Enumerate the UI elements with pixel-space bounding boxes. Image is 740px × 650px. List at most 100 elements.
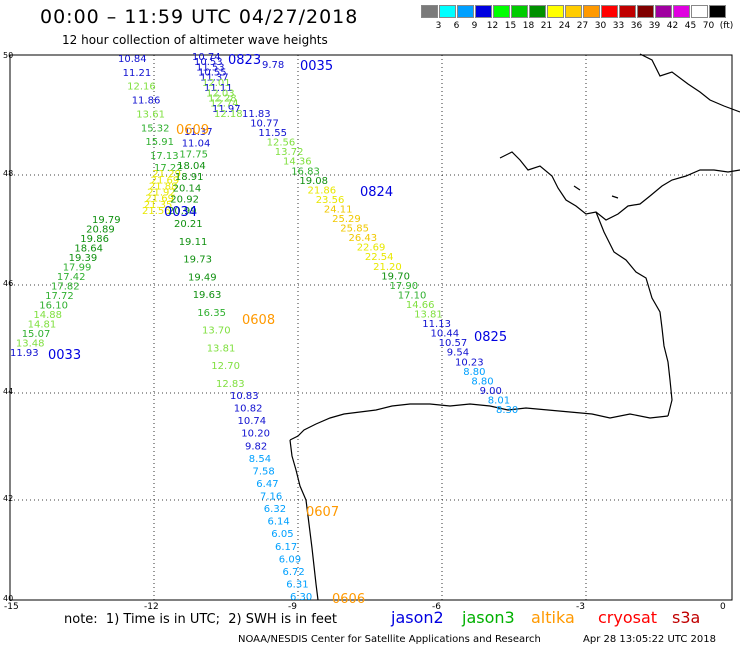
pass-time-label: 0035	[300, 59, 333, 74]
swh-value: 11.37	[184, 127, 213, 138]
swh-value: 7.58	[253, 466, 275, 477]
swh-value: 21.86	[308, 185, 337, 196]
swh-value: 6.72	[283, 567, 305, 578]
coastline	[289, 53, 740, 601]
swh-value: 19.86	[80, 234, 109, 245]
legend-swatch	[457, 5, 474, 18]
swh-value: 12.18	[214, 109, 243, 120]
swh-value: 11.53	[196, 62, 225, 73]
legend-swatch	[655, 5, 672, 18]
swh-value: 11.21	[123, 68, 152, 79]
swh-value: 19.39	[69, 253, 98, 264]
swh-value: 10.55	[198, 68, 227, 79]
legend-label: 30	[594, 21, 607, 31]
swh-value: 10.57	[439, 338, 468, 349]
swh-value: 8.01	[488, 396, 510, 407]
legend-swatch	[565, 5, 582, 18]
swh-value: 7.16	[260, 492, 282, 503]
swh-value: 12.83	[216, 379, 245, 390]
swh-value: 9.78	[262, 60, 284, 71]
lat-tick-label: 40	[3, 594, 14, 603]
swh-value: 12.74	[210, 99, 239, 110]
swh-value: 10.77	[250, 119, 279, 130]
satellite-altika: altika	[531, 608, 575, 627]
pass-time-label: 0034	[164, 205, 197, 220]
pass-time-label: 0607	[306, 505, 339, 520]
swh-value: 11.83	[242, 109, 271, 120]
lon-tick-label: -6	[432, 602, 441, 612]
legend-swatch	[547, 5, 564, 18]
swh-value: 8.80	[471, 376, 493, 387]
coastline-biscay-east	[595, 211, 673, 417]
swh-value: 6.09	[279, 554, 301, 565]
legend-swatch	[421, 5, 438, 18]
swh-value: 13.72	[275, 147, 304, 158]
swh-value: 8.54	[249, 454, 271, 465]
legend-swatch	[601, 5, 618, 18]
credit-line: NOAA/NESDIS Center for Satellite Applica…	[238, 634, 541, 645]
swh-value: 14.81	[28, 320, 57, 331]
swh-value: 6.17	[275, 542, 297, 553]
swh-value: 17.13	[150, 151, 179, 162]
legend-swatch	[511, 5, 528, 18]
swh-value: 21.56	[142, 206, 171, 217]
coastline-england	[639, 53, 740, 113]
swh-value: 13.61	[136, 109, 165, 120]
swh-value: 17.42	[57, 272, 86, 283]
swh-value: 25.29	[332, 214, 361, 225]
swh-value: 17.90	[390, 281, 419, 292]
swh-value: 13.70	[202, 326, 231, 337]
swh-value: 18.91	[175, 172, 204, 183]
legend-label: 3	[435, 21, 442, 31]
swh-value: 15.07	[22, 329, 51, 340]
swh-value: 21.35	[144, 200, 173, 211]
swh-value: 13.81	[207, 343, 236, 354]
legend-swatch	[709, 5, 726, 18]
swh-value: 13.48	[16, 339, 45, 350]
legend-swatch	[475, 5, 492, 18]
legend-label: 21	[540, 21, 553, 31]
swh-value: 10.74	[238, 416, 267, 427]
swh-value: 6.32	[264, 504, 286, 515]
legend-label: 45	[684, 21, 697, 31]
page-title: 00:00 – 11:59 UTC 04/27/2018	[40, 6, 359, 28]
swh-value: 10.53	[194, 57, 223, 68]
legend-label: 42	[666, 21, 679, 31]
legend-swatch	[637, 5, 654, 18]
swh-value: 16.35	[197, 308, 226, 319]
swh-value: 12.16	[127, 82, 156, 93]
lon-tick-label: -15	[4, 602, 19, 612]
altimeter-tracks: 10.7410.5311.5310.5511.3712.0111.1112.03…	[10, 52, 518, 607]
lat-tick-label: 44	[3, 387, 14, 396]
swh-value: 22.54	[365, 252, 394, 263]
legend-swatch	[583, 5, 600, 18]
swh-value: 24.11	[324, 205, 353, 216]
swh-value: 10.83	[230, 391, 259, 402]
swh-value: 17.75	[179, 150, 208, 161]
legend-label: 12	[486, 21, 499, 31]
swh-value: 19.63	[193, 290, 222, 301]
swh-value: 6.14	[268, 517, 290, 528]
swh-value: 19.08	[299, 176, 328, 187]
legend-label: 36	[630, 21, 643, 31]
swh-value: 11.13	[422, 319, 451, 330]
swh-value: 11.97	[212, 104, 241, 115]
pass-time-label: 0824	[360, 185, 393, 200]
swh-value: 11.37	[200, 73, 229, 84]
swh-value: 12.56	[267, 138, 296, 149]
swh-value: 6.05	[271, 529, 293, 540]
swh-value: 17.72	[45, 291, 74, 302]
swh-value: 25.85	[340, 224, 369, 235]
swh-value: 20.89	[86, 225, 115, 236]
swh-value: 19.49	[188, 272, 217, 283]
swh-value: 19.73	[183, 255, 212, 266]
pass-time-label: 0823	[228, 53, 261, 68]
swh-value: 21.69	[151, 175, 180, 186]
swh-value: 6.47	[256, 479, 278, 490]
lon-tick-label: -9	[288, 602, 297, 612]
swh-value: 12.70	[211, 361, 240, 372]
satellite-jason2: jason2	[391, 608, 444, 627]
lat-tick-label: 42	[3, 494, 14, 503]
lat-lon-grid	[9, 54, 733, 601]
legend-swatch	[691, 5, 708, 18]
